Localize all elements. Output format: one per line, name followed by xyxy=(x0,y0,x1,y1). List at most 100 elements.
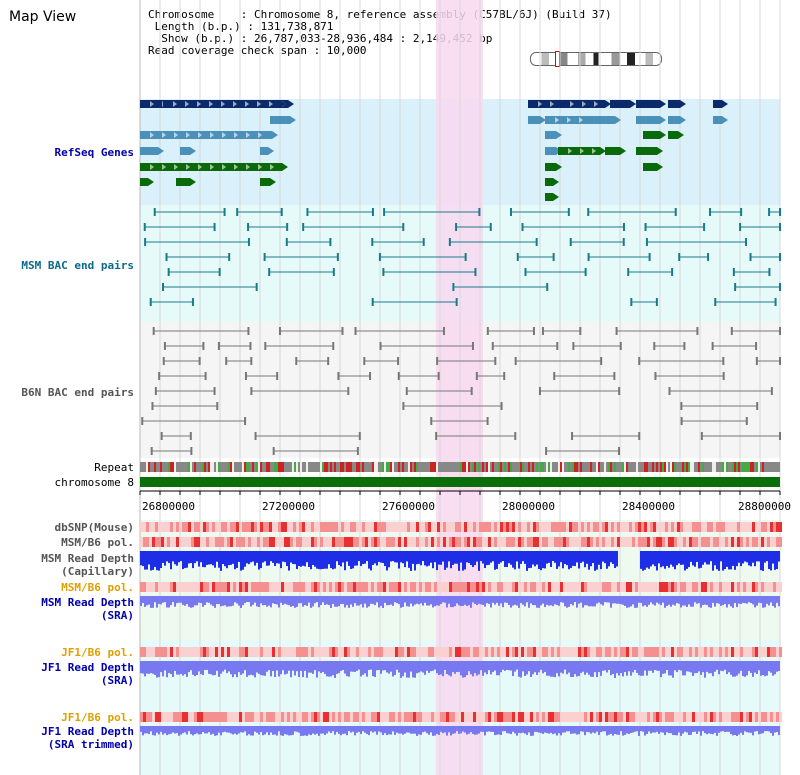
label-chromosome[interactable]: chromosome 8 xyxy=(54,476,134,489)
dbsnp-cell xyxy=(311,522,314,532)
msm-sra-depth-bar xyxy=(288,596,290,606)
label-jf1-read-sra[interactable]: JF1 Read Depth (SRA) xyxy=(41,661,134,687)
jf1-trim-depth-bar xyxy=(714,726,716,733)
repeat-mark xyxy=(568,462,570,472)
label-msm-bac[interactable]: MSM BAC end pairs xyxy=(21,259,134,272)
pol-cell xyxy=(377,647,380,657)
msm-sra-depth-bar xyxy=(606,596,608,603)
jf1-sra-depth-bar xyxy=(716,661,718,670)
pol-cell xyxy=(359,582,362,592)
gene-exon-mark xyxy=(570,101,574,107)
pol-cell xyxy=(464,647,467,657)
chromosome-ideogram[interactable] xyxy=(530,52,662,66)
label-msm-read-sra[interactable]: MSM Read Depth (SRA) xyxy=(41,596,134,622)
pol-cell xyxy=(491,712,494,722)
pol-cell xyxy=(149,712,152,722)
pol-cell xyxy=(758,647,761,657)
msm-sra-depth-bar xyxy=(330,596,332,608)
gene-exon-mark xyxy=(150,101,154,107)
gene-strand-arrow xyxy=(620,147,626,155)
label-dbsnp[interactable]: dbSNP(Mouse) xyxy=(54,521,134,534)
msm-sra-depth-bar xyxy=(558,596,560,606)
pol-cell xyxy=(779,712,782,722)
jf1-sra-depth-bar xyxy=(360,661,362,677)
repeat-mark xyxy=(510,462,512,472)
msm-sra-depth-bar xyxy=(350,596,352,605)
msm-sra-depth-bar xyxy=(332,596,334,604)
pol-cell xyxy=(374,582,377,592)
repeat-mark xyxy=(396,462,398,472)
pol-cell xyxy=(536,582,539,592)
jf1-trim-depth-bar xyxy=(646,726,648,734)
gene-strand-arrow xyxy=(722,100,728,108)
jf1-sra-depth-bar xyxy=(560,661,562,673)
jf1-trim-depth-bar xyxy=(412,726,414,734)
jf1-trim-depth-bar xyxy=(504,726,506,732)
jf1-sra-depth-bar xyxy=(548,661,550,676)
msm-sra-depth-bar xyxy=(238,596,240,606)
repeat-mark xyxy=(636,462,638,472)
pol-cell xyxy=(596,647,599,657)
jf1-sra-depth-bar xyxy=(686,661,688,672)
repeat-mark xyxy=(616,462,618,472)
msm-sra-depth-bar xyxy=(482,596,484,605)
msm-cap-depth-bar xyxy=(254,551,256,566)
dbsnp-cell xyxy=(401,522,404,532)
pol-cell xyxy=(215,582,218,592)
label-repeat[interactable]: Repeat xyxy=(94,461,134,474)
pol-cell xyxy=(260,537,263,547)
repeat-mark xyxy=(358,462,360,472)
msm-cap-depth-bar xyxy=(728,551,730,570)
pol-cell xyxy=(488,537,491,547)
label-msm-read-cap[interactable]: MSM Read Depth (Capillary) xyxy=(41,552,134,578)
pol-cell xyxy=(389,647,392,657)
msm-cap-depth-bar xyxy=(190,551,192,564)
msm-sra-depth-bar xyxy=(466,596,468,607)
jf1-sra-depth-bar xyxy=(178,661,180,675)
repeat-mark xyxy=(600,462,602,472)
label-b6n-bac[interactable]: B6N BAC end pairs xyxy=(21,386,134,399)
label-msm-b6-pol[interactable]: MSM/B6 pol. xyxy=(61,536,134,549)
repeat-mark xyxy=(622,462,624,472)
pol-cell xyxy=(569,712,572,722)
pol-cell xyxy=(332,537,335,547)
pol-cell xyxy=(440,582,443,592)
pol-cell xyxy=(353,647,356,657)
label-jf1-b6-pol[interactable]: JF1/B6 pol. xyxy=(61,646,134,659)
jf1-trim-depth-bar xyxy=(566,726,568,732)
jf1-sra-depth-bar xyxy=(504,661,506,671)
jf1-sra-depth-bar xyxy=(642,661,644,676)
repeat-mark xyxy=(158,462,160,472)
pol-cell xyxy=(455,647,458,657)
msm-sra-depth-bar xyxy=(568,596,570,607)
msm-sra-depth-bar xyxy=(192,596,194,608)
msm-sra-depth-bar xyxy=(388,596,390,606)
msm-cap-depth-bar xyxy=(316,551,318,569)
repeat-mark xyxy=(408,462,410,472)
gene-strand-arrow xyxy=(553,193,559,201)
jf1-trim-depth-bar xyxy=(652,726,654,733)
jf1-sra-depth-bar xyxy=(558,661,560,677)
dbsnp-cell xyxy=(368,522,371,532)
jf1-sra-depth-bar xyxy=(372,661,374,677)
repeat-mark xyxy=(280,462,282,472)
msm-sra-depth-bar xyxy=(674,596,676,606)
pol-cell xyxy=(548,582,551,592)
jf1-trim-depth-bar xyxy=(178,726,180,736)
jf1-sra-depth-bar xyxy=(334,661,336,678)
label-jf1-read-trim[interactable]: JF1 Read Depth (SRA trimmed) xyxy=(41,725,134,751)
jf1-sra-depth-bar xyxy=(710,661,712,674)
label-refseq[interactable]: RefSeq Genes xyxy=(54,146,134,159)
jf1-sra-depth-bar xyxy=(282,661,284,671)
pol-cell xyxy=(515,537,518,547)
pol-cell xyxy=(437,582,440,592)
label-jf1-b6-pol2[interactable]: JF1/B6 pol. xyxy=(61,711,134,724)
gene-exon-mark xyxy=(579,117,583,123)
jf1-sra-depth-bar xyxy=(494,661,496,671)
repeat-mark xyxy=(328,462,330,472)
jf1-sra-depth-bar xyxy=(430,661,432,672)
label-msm-b6-pol2[interactable]: MSM/B6 pol. xyxy=(61,581,134,594)
msm-sra-depth-bar xyxy=(682,596,684,606)
msm-sra-depth-bar xyxy=(738,596,740,604)
msm-sra-depth-bar xyxy=(676,596,678,604)
